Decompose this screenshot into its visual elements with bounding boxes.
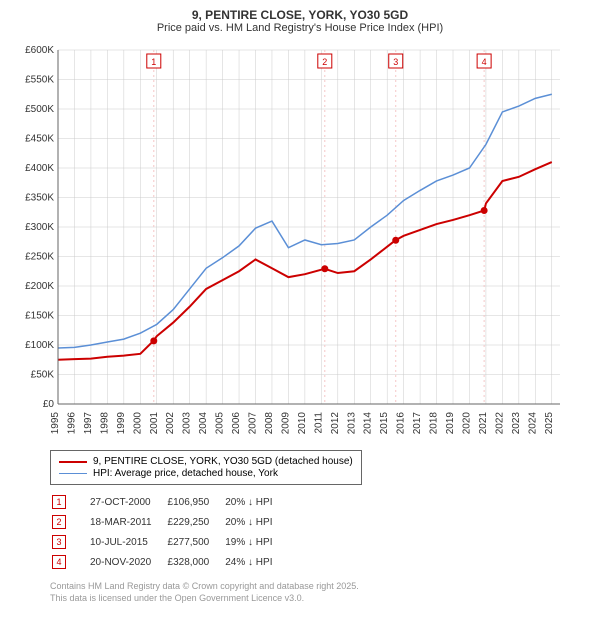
event-date: 10-JUL-2015	[90, 533, 166, 551]
svg-text:£200K: £200K	[25, 281, 54, 292]
svg-text:£400K: £400K	[25, 163, 54, 174]
svg-text:£500K: £500K	[25, 104, 54, 115]
svg-text:1996: 1996	[66, 412, 77, 435]
svg-text:2010: 2010	[297, 412, 308, 435]
svg-text:£150K: £150K	[25, 311, 54, 322]
event-marker: 3	[52, 535, 66, 549]
chart-area: £0 £50K £100K £150K £200K £250K £300K £350K £400…	[10, 40, 590, 440]
svg-text:2017: 2017	[412, 412, 423, 435]
svg-text:2023: 2023	[511, 412, 522, 435]
footer-line-2: This data is licensed under the Open Gov…	[50, 593, 590, 605]
svg-text:2: 2	[322, 57, 327, 67]
legend-label: 9, PENTIRE CLOSE, YORK, YO30 5GD (detach…	[93, 456, 353, 467]
event-diff: 20% ↓ HPI	[225, 493, 286, 511]
svg-text:2009: 2009	[280, 412, 291, 435]
event-date: 20-NOV-2020	[90, 553, 166, 571]
event-diff: 19% ↓ HPI	[225, 533, 286, 551]
svg-text:1: 1	[151, 57, 156, 67]
event-diff: 20% ↓ HPI	[225, 513, 286, 531]
svg-text:£250K: £250K	[25, 252, 54, 263]
event-marker: 4	[52, 555, 66, 569]
svg-text:1998: 1998	[99, 412, 110, 435]
svg-text:2015: 2015	[379, 412, 390, 435]
event-date: 18-MAR-2011	[90, 513, 166, 531]
svg-text:2001: 2001	[149, 412, 160, 435]
svg-text:£300K: £300K	[25, 222, 54, 233]
svg-text:£100K: £100K	[25, 340, 54, 351]
event-marker: 1	[52, 495, 66, 509]
svg-text:£0: £0	[43, 399, 55, 410]
legend-swatch	[59, 461, 87, 463]
svg-text:2005: 2005	[215, 412, 226, 435]
svg-text:1995: 1995	[50, 412, 61, 435]
event-price: £106,950	[168, 493, 224, 511]
svg-text:2022: 2022	[494, 412, 505, 435]
legend-swatch	[59, 473, 87, 475]
svg-text:4: 4	[482, 57, 487, 67]
svg-text:2008: 2008	[264, 412, 275, 435]
svg-text:2024: 2024	[527, 412, 538, 435]
svg-text:2007: 2007	[248, 412, 259, 435]
svg-text:2016: 2016	[396, 412, 407, 435]
svg-text:£550K: £550K	[25, 75, 54, 86]
event-diff: 24% ↓ HPI	[225, 553, 286, 571]
event-date: 27-OCT-2000	[90, 493, 166, 511]
event-price: £277,500	[168, 533, 224, 551]
svg-text:2025: 2025	[544, 412, 555, 435]
svg-text:2002: 2002	[165, 412, 176, 435]
chart-title: 9, PENTIRE CLOSE, YORK, YO30 5GD	[10, 8, 590, 22]
event-price: £328,000	[168, 553, 224, 571]
svg-text:2013: 2013	[346, 412, 357, 435]
svg-text:2018: 2018	[429, 412, 440, 435]
svg-text:1997: 1997	[83, 412, 94, 435]
events-table: 1 27-OCT-2000£106,95020% ↓ HPI 2 18-MAR-201…	[50, 491, 288, 573]
legend-item: HPI: Average price, detached house, York	[59, 468, 353, 479]
event-row: 1 27-OCT-2000£106,95020% ↓ HPI	[52, 493, 286, 511]
svg-text:2020: 2020	[461, 412, 472, 435]
chart-container: 9, PENTIRE CLOSE, YORK, YO30 5GD Price p…	[0, 0, 600, 620]
svg-text:2000: 2000	[132, 412, 143, 435]
svg-text:£600K: £600K	[25, 45, 54, 56]
chart-subtitle: Price paid vs. HM Land Registry's House …	[10, 22, 590, 34]
chart-svg: £0 £50K £100K £150K £200K £250K £300K £350K £400…	[10, 40, 570, 440]
footer-line-1: Contains HM Land Registry data © Crown c…	[50, 581, 590, 593]
svg-text:£450K: £450K	[25, 134, 54, 145]
event-marker: 2	[52, 515, 66, 529]
legend-item: 9, PENTIRE CLOSE, YORK, YO30 5GD (detach…	[59, 456, 353, 467]
event-row: 3 10-JUL-2015£277,50019% ↓ HPI	[52, 533, 286, 551]
event-row: 4 20-NOV-2020£328,00024% ↓ HPI	[52, 553, 286, 571]
svg-text:2006: 2006	[231, 412, 242, 435]
svg-text:£50K: £50K	[31, 370, 55, 381]
svg-text:2019: 2019	[445, 412, 456, 435]
svg-text:2004: 2004	[198, 412, 209, 435]
svg-text:£350K: £350K	[25, 193, 54, 204]
legend-label: HPI: Average price, detached house, York	[93, 468, 278, 479]
svg-text:2012: 2012	[330, 412, 341, 435]
svg-text:2021: 2021	[478, 412, 489, 435]
event-price: £229,250	[168, 513, 224, 531]
svg-text:2003: 2003	[182, 412, 193, 435]
svg-text:3: 3	[393, 57, 398, 67]
svg-text:2011: 2011	[313, 412, 324, 434]
legend: 9, PENTIRE CLOSE, YORK, YO30 5GD (detach…	[50, 450, 362, 485]
svg-text:1999: 1999	[116, 412, 127, 435]
svg-text:2014: 2014	[363, 412, 374, 435]
footer-text: Contains HM Land Registry data © Crown c…	[50, 581, 590, 604]
event-row: 2 18-MAR-2011£229,25020% ↓ HPI	[52, 513, 286, 531]
